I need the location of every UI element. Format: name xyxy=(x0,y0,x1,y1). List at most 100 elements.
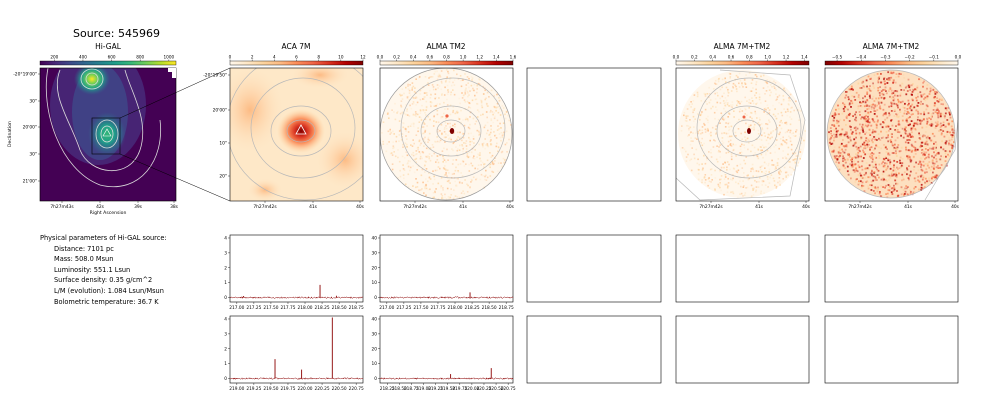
aca7m-colorbar-tick: 8 xyxy=(317,55,320,60)
aca7m-title: ACA 7M xyxy=(282,42,311,51)
higal-ytick-label: -20°19'00" xyxy=(13,72,37,78)
combo-colorbar-tick: 1.4 xyxy=(801,55,808,60)
combo2-colorbar-tick: −0.4 xyxy=(856,55,867,60)
empty-spectrum-r2-c4 xyxy=(675,315,810,384)
higal-colorbar: 200 400 600 800 1000 xyxy=(39,55,177,66)
aca7m-ytick-label: 20'00" xyxy=(213,108,227,114)
higal-colorbar-tick: 200 xyxy=(50,55,58,60)
combo2-colorbar-tick: 0.0 xyxy=(955,55,962,60)
empty-image-panel xyxy=(526,67,662,202)
higal-source-marker xyxy=(102,128,112,137)
almatm2-colorbar-tick: 0.6 xyxy=(427,55,434,60)
spectrum-xtick-label: 217.25 xyxy=(396,305,411,311)
aca7m-panel: ACA 7M 0 2 4 6 8 10 12 7h27m42s 41s 40s -20°19'5… xyxy=(203,42,366,210)
higal-colorbar-tick: 800 xyxy=(136,55,144,60)
spectrum-ytick-label: 20 xyxy=(372,265,378,271)
physical-surface-density: Surface density: 0.35 g/cm^2 xyxy=(54,276,153,285)
aca7m-colorbar-tick: 12 xyxy=(360,55,366,60)
almatm2-colorbar-tick: 0.2 xyxy=(393,55,400,60)
spectrum-xtick-label: 218.50 xyxy=(392,386,407,392)
spectrum-tm2-2: 218.25218.50218.75219.00219.25219.50219.… xyxy=(372,315,516,392)
spectrum-aca-2: 219.00 219.25 219.50 219.75 220.00 220.25 220.… xyxy=(224,315,364,392)
higal-title: Hi-GAL xyxy=(95,42,122,51)
empty-spectrum-r1-c5 xyxy=(824,234,959,303)
zoom-line-bottom xyxy=(119,153,231,202)
almatm2-blob xyxy=(445,114,449,118)
spectrum-xtick-label: 217.50 xyxy=(263,305,278,311)
spectrum-ytick-label: 2 xyxy=(224,346,227,352)
combo-colorbar-tick: 0.0 xyxy=(673,55,680,60)
spectrum-xtick-label: 220.50 xyxy=(332,386,347,392)
aca7m-ytick-label: -20°19'50" xyxy=(203,73,227,79)
combo-xtick-label: 7h27m42s xyxy=(699,204,723,210)
aca7m-xtick-label: 40s xyxy=(356,204,365,210)
spectrum-xtick-label: 218.75 xyxy=(404,386,419,392)
higal-colorbar-tick: 600 xyxy=(108,55,116,60)
combo-colorbar-tick: 0.8 xyxy=(746,55,753,60)
higal-peak-center xyxy=(88,112,126,156)
combo-colorbar-tick: 1.0 xyxy=(764,55,771,60)
spectrum-xtick-label: 219.00 xyxy=(416,386,431,392)
spectrum-xtick-label: 218.50 xyxy=(332,305,347,311)
spectrum-xtick-label: 217.75 xyxy=(280,305,295,311)
almatm2-title: ALMA TM2 xyxy=(426,42,465,51)
combo2-xtick-label: 41s xyxy=(904,204,913,210)
combo-field xyxy=(678,70,806,198)
almatm2-colorbar-tick: 1.6 xyxy=(510,55,517,60)
spectrum-xtick-label: 217.50 xyxy=(413,305,428,311)
higal-xtick-label: 7h27m43s xyxy=(50,204,74,210)
spectrum-axes xyxy=(379,315,514,384)
physical-header: Physical parameters of Hi-GAL source: xyxy=(40,234,167,242)
higal-colorbar-tick: 1000 xyxy=(164,55,175,60)
combo2-colorbar-tick: −0.2 xyxy=(905,55,916,60)
spectrum-xtick-label: 220.00 xyxy=(464,386,479,392)
combo2-colorbar-tick: −0.3 xyxy=(880,55,891,60)
spectrum-ytick-label: 20 xyxy=(372,346,378,352)
combo2-title: ALMA 7M+TM2 xyxy=(863,42,920,51)
higal-xtick-label: 42s xyxy=(96,204,105,210)
spectrum-ytick-label: 40 xyxy=(372,235,378,241)
higal-ytick-label: 30" xyxy=(29,99,37,105)
combo2-colorbar: −0.5 −0.4 −0.3 −0.2 −0.1 0.0 xyxy=(824,55,962,66)
spectrum-ytick-label: 4 xyxy=(224,235,227,241)
combo-title: ALMA 7M+TM2 xyxy=(714,42,771,51)
combo-blob xyxy=(742,115,746,119)
source-title: Source: 545969 xyxy=(73,27,160,40)
almatm2-colorbar-tick: 1.2 xyxy=(476,55,483,60)
spectrum-xtick-label: 220.50 xyxy=(489,386,504,392)
higal-ylabel: Declination xyxy=(7,121,13,147)
physical-lm-ratio: L/M (evolution): 1.084 Lsun/Msun xyxy=(54,286,164,295)
aca7m-emission-east xyxy=(315,130,363,190)
empty-spectrum-r1-c3 xyxy=(526,234,662,303)
physical-distance: Distance: 7101 pc xyxy=(54,244,114,253)
combo-xtick-label: 40s xyxy=(802,204,811,210)
spectrum-xtick-label: 219.75 xyxy=(452,386,467,392)
higal-ytick-label: 21'00" xyxy=(23,179,37,185)
aca7m-xtick-label: 7h27m42s xyxy=(253,204,277,210)
almatm2-xtick-label: 41s xyxy=(459,204,468,210)
aca7m-colorbar-tick: 10 xyxy=(338,55,344,60)
aca7m-emission-north xyxy=(290,68,350,89)
spectrum-xtick-label: 219.00 xyxy=(229,386,244,392)
higal-ytick-label: 30" xyxy=(29,152,37,158)
spectrum-xtick-label: 219.25 xyxy=(246,386,261,392)
higal-contours xyxy=(45,68,162,187)
higal-panel: Hi-GAL 200 400 600 800 1000 xyxy=(7,42,179,216)
almatm2-colorbar-tick: 0.0 xyxy=(377,55,384,60)
spectrum-ytick-label: 0 xyxy=(374,295,377,301)
spectrum-ytick-label: 0 xyxy=(224,376,227,382)
higal-colorbar-tick: 400 xyxy=(79,55,87,60)
aca7m-colorbar-tick: 6 xyxy=(295,55,298,60)
aca7m-emission-core xyxy=(277,109,325,153)
spectrum-ytick-label: 0 xyxy=(374,376,377,382)
spectrum-xtick-label: 220.25 xyxy=(476,386,491,392)
aca7m-xtick-label: 41s xyxy=(309,204,318,210)
spectrum-ytick-label: 1 xyxy=(224,280,227,286)
spectrum-xtick-label: 218.75 xyxy=(349,305,364,311)
spectrum-ytick-label: 4 xyxy=(224,316,227,322)
higal-edge-mask xyxy=(168,68,176,78)
combo-contours xyxy=(676,69,806,201)
physical-parameters: Physical parameters of Hi-GAL source: Di… xyxy=(40,233,167,307)
combo-noise xyxy=(680,71,806,199)
